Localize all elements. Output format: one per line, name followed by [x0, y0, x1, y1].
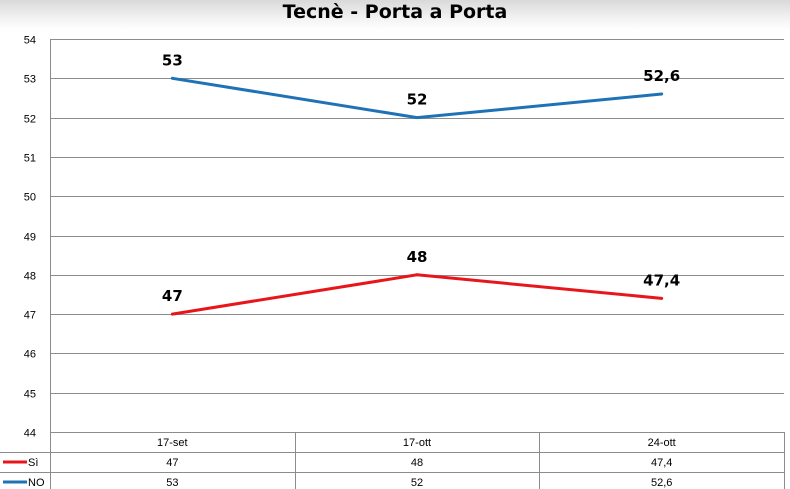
table-value: 47,4 [651, 457, 672, 469]
y-tick-label: 46 [24, 349, 36, 361]
y-tick-label: 44 [24, 428, 36, 440]
y-tick-label: 49 [24, 232, 36, 244]
table-value: 53 [166, 477, 178, 489]
data-label: 48 [407, 248, 428, 266]
series-line [172, 273, 662, 316]
x-tick-label: 17-ott [403, 437, 431, 449]
data-point [170, 312, 174, 316]
chart-title: Tecnè - Porta a Porta [282, 1, 508, 23]
y-tick-label: 53 [24, 74, 36, 86]
table-value: 52,6 [651, 477, 672, 489]
legend-label: NO [28, 477, 45, 489]
table-value: 52 [411, 477, 423, 489]
y-tick-label: 47 [24, 310, 36, 322]
data-label: 53 [162, 51, 183, 69]
y-tick-label: 45 [24, 389, 36, 401]
legend-label: Sì [28, 457, 38, 469]
data-label: 52,6 [643, 67, 680, 85]
y-tick-label: 50 [24, 192, 36, 204]
data-label: 52 [407, 91, 428, 109]
x-tick-label: 17-set [157, 437, 188, 449]
data-point [415, 273, 419, 277]
y-tick-label: 51 [24, 153, 36, 165]
table-value: 48 [411, 457, 423, 469]
data-point [660, 296, 664, 300]
y-tick-label: 52 [24, 114, 36, 126]
data-point [660, 92, 664, 96]
table-value: 47 [166, 457, 178, 469]
data-label: 47,4 [643, 271, 680, 289]
data-label: 47 [162, 287, 183, 305]
title-band [0, 0, 790, 30]
y-tick-label: 54 [24, 35, 36, 47]
data-point [170, 76, 174, 80]
y-tick-label: 48 [24, 271, 36, 283]
x-tick-label: 24-ott [648, 437, 676, 449]
data-point [415, 116, 419, 120]
